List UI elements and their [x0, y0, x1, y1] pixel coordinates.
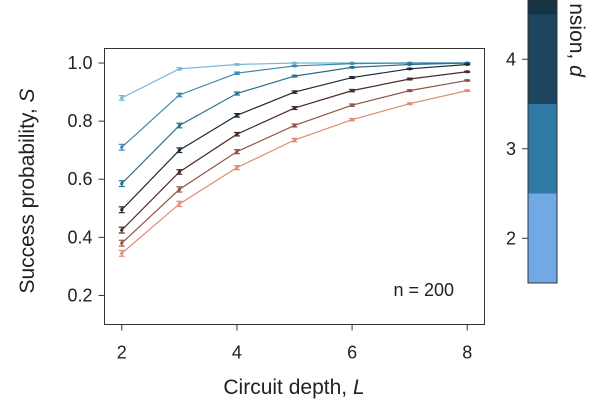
y-axis-label: Success probability, S [16, 88, 39, 293]
data-point [235, 62, 239, 67]
data-point [235, 132, 239, 136]
y-tick-label: 0.2 [67, 285, 92, 305]
colorbar-tick-label: 4 [506, 49, 516, 69]
colorbar-band [528, 14, 557, 104]
data-point [408, 67, 412, 71]
series-line [121, 63, 468, 211]
data-point [292, 64, 297, 68]
colorbar-band [528, 193, 557, 283]
x-tick-label: 6 [347, 343, 357, 363]
data-point [177, 148, 181, 152]
data-point [120, 96, 124, 100]
series-line [121, 62, 468, 185]
data-point [292, 106, 297, 110]
x-axis-ticks: 2 4 6 8 [117, 324, 472, 363]
sample-size-annotation: n = 200 [393, 280, 454, 300]
colorbar-tick-label: 3 [506, 139, 516, 159]
data-point [177, 170, 181, 174]
data-point [465, 89, 469, 93]
data-point [408, 102, 412, 106]
colorbar-ticks: 2 3 4 [506, 49, 528, 248]
colorbar [527, 0, 558, 284]
data-point [177, 187, 181, 192]
data-point [350, 118, 354, 122]
series-7 [118, 89, 471, 257]
data-point [465, 62, 469, 67]
y-tick-label: 0.6 [67, 169, 92, 189]
x-tick-label: 2 [117, 343, 127, 363]
data-point [120, 251, 124, 255]
data-point [177, 67, 181, 71]
data-point [235, 71, 239, 75]
data-point [465, 78, 469, 83]
data-point [292, 61, 297, 65]
series-layer [118, 61, 471, 257]
y-tick-label: 0.8 [67, 111, 92, 131]
data-point [408, 89, 412, 93]
data-point [465, 70, 469, 74]
y-tick-label: 0.4 [67, 227, 92, 247]
data-point [120, 145, 124, 149]
colorbar-label: nsion, d [565, 3, 588, 78]
series-line [121, 79, 468, 244]
colorbar-band [528, 0, 557, 15]
plot-frame [104, 48, 485, 325]
series-line [121, 71, 468, 231]
series-4 [118, 62, 471, 214]
data-point [235, 150, 239, 154]
colorbar-tick-label: 2 [506, 228, 516, 248]
data-point [292, 138, 297, 142]
data-point [177, 202, 181, 206]
data-point [350, 65, 354, 69]
data-point [177, 93, 181, 97]
data-point [177, 123, 181, 128]
data-point [292, 90, 297, 94]
series-line [121, 90, 468, 254]
plot-area [104, 48, 485, 325]
y-axis-ticks: 0.2 0.4 0.6 0.8 1.0 [67, 53, 105, 305]
x-axis-label: Circuit depth, L [223, 376, 364, 399]
data-point [235, 113, 239, 117]
colorbar-band [528, 104, 557, 194]
y-tick-label: 1.0 [67, 53, 92, 73]
data-point [408, 62, 412, 67]
data-point [350, 103, 354, 107]
series-5 [118, 70, 471, 234]
data-point [120, 181, 124, 186]
data-point [120, 241, 124, 245]
data-point [292, 74, 297, 78]
data-point [350, 62, 354, 66]
data-point [408, 77, 412, 81]
data-point [292, 123, 297, 128]
data-point [120, 228, 124, 232]
data-point [235, 91, 239, 96]
data-point [350, 75, 354, 80]
x-tick-label: 8 [462, 343, 472, 363]
x-tick-label: 4 [232, 343, 242, 363]
series-6 [118, 78, 471, 247]
data-point [120, 208, 124, 212]
colorbar-frame [527, 0, 558, 284]
data-point [350, 89, 354, 93]
data-point [235, 166, 239, 170]
series-3 [118, 61, 471, 188]
